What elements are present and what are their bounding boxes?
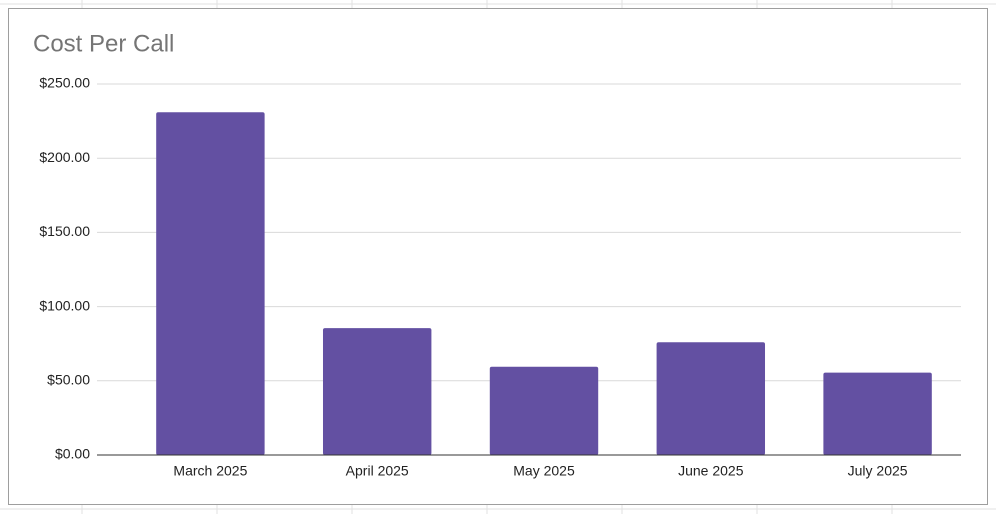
bar <box>656 342 766 455</box>
y-tick-label: $200.00 <box>39 149 90 165</box>
x-tick-label: June 2025 <box>678 463 744 479</box>
bar <box>156 112 265 456</box>
chart-title: Cost Per Call <box>33 30 174 57</box>
x-tick-label: April 2025 <box>346 463 409 479</box>
y-tick-label: $250.00 <box>39 75 90 91</box>
bar <box>489 366 599 455</box>
y-tick-label: $100.00 <box>39 297 90 313</box>
x-tick-label: July 2025 <box>848 463 908 479</box>
y-tick-label: $150.00 <box>39 223 90 239</box>
y-tick-label: $50.00 <box>47 372 90 388</box>
x-tick-label: May 2025 <box>513 463 575 479</box>
x-tick-label: March 2025 <box>173 463 247 479</box>
bar <box>322 328 432 455</box>
y-tick-label: $0.00 <box>55 446 90 462</box>
bar <box>823 372 932 455</box>
